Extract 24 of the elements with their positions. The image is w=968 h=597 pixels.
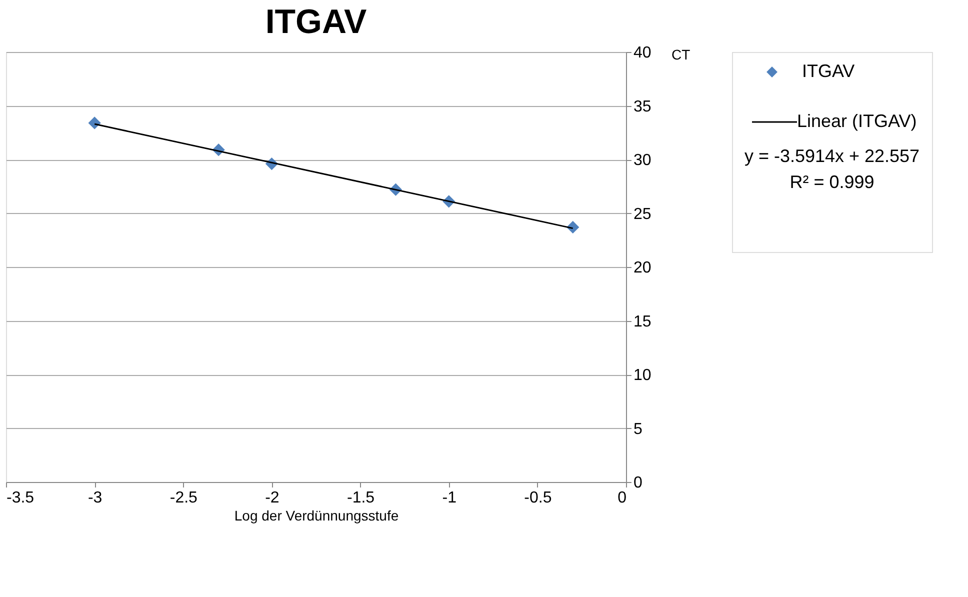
x-tick-label: -1.5 [346, 490, 375, 506]
chart-title: ITGAV [265, 3, 368, 41]
y-tick-label: 15 [634, 313, 652, 330]
x-tick-label: -1 [442, 490, 457, 506]
y-tick-label: 30 [634, 152, 652, 169]
y-tick-label: 25 [634, 206, 652, 223]
y-tick-label: 35 [634, 98, 652, 116]
y-tick-label: 0 [634, 474, 642, 492]
x-tick-label: -2 [265, 490, 280, 506]
x-tick-label: -3 [88, 490, 102, 506]
y-tick-label: 5 [634, 420, 642, 438]
x-tick-label: -3.5 [6, 490, 34, 506]
x-tick-label: -2.5 [170, 490, 198, 506]
y-tick-label: 20 [634, 260, 652, 276]
text: y = -3.5914x + 22.557 [744, 146, 920, 166]
legend-label: ITGAV [802, 61, 855, 81]
text: R² = 0.999 [790, 172, 874, 192]
x-tick-label: -0.5 [524, 490, 552, 506]
y-tick-label: 40 [634, 44, 652, 62]
y-axis-title: CT [672, 46, 691, 62]
legend-label: Linear (ITGAV) [797, 111, 917, 131]
x-tick-label: 0 [618, 490, 627, 506]
x-axis-title: Log der Verdünnungsstufe [234, 508, 399, 524]
y-tick-label: 10 [634, 367, 652, 384]
